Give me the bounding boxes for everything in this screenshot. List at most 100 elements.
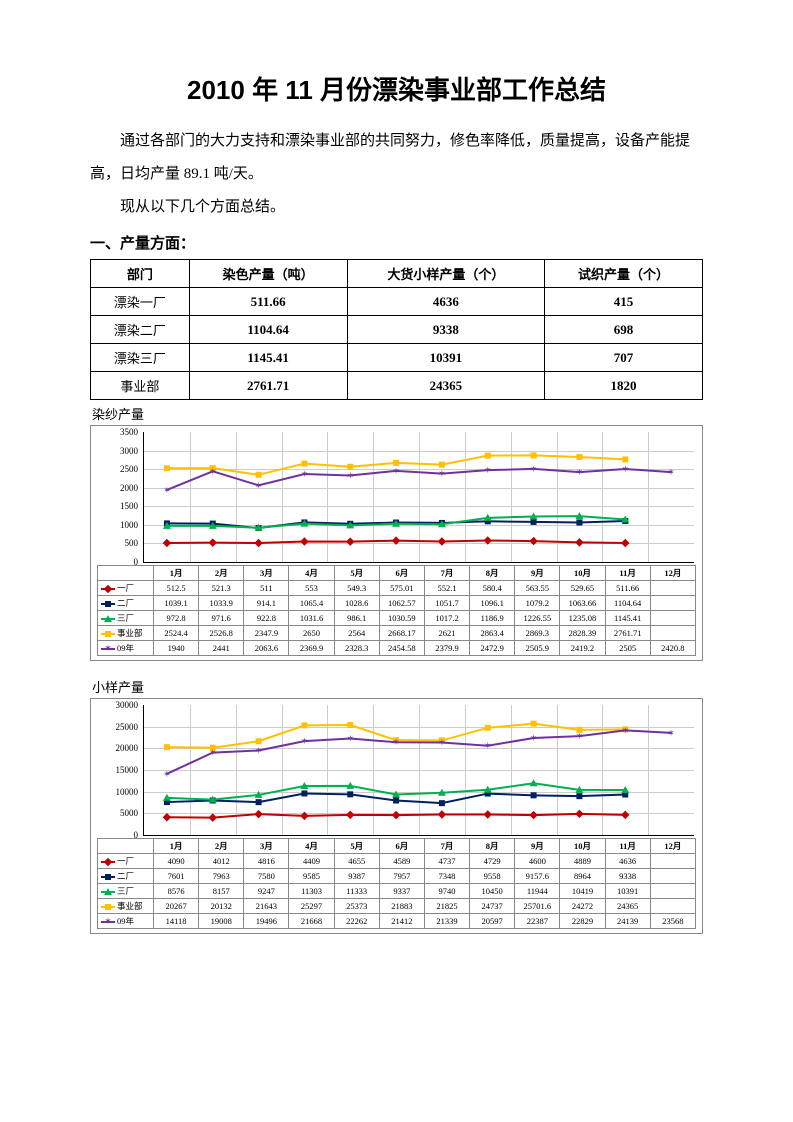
data-cell: 2526.8: [199, 626, 244, 641]
data-cell: 1145.41: [605, 611, 650, 626]
table-cell: 707: [545, 344, 703, 372]
data-cell: 971.6: [199, 611, 244, 626]
y-axis-label: 3500: [98, 427, 138, 437]
table-row: 漂染一厂511.664636415: [91, 288, 703, 316]
data-cell: 8157: [199, 884, 244, 899]
month-header: 8月: [470, 839, 515, 854]
svg-text:✶: ✶: [301, 736, 309, 746]
legend-cell: 一厂: [98, 854, 154, 869]
data-cell: 19496: [244, 914, 289, 929]
data-cell: 986.1: [334, 611, 379, 626]
month-header: 3月: [244, 839, 289, 854]
table-cell: 24365: [347, 372, 544, 400]
month-header: 5月: [334, 839, 379, 854]
data-cell: 2369.9: [289, 641, 334, 656]
data-cell: 4012: [199, 854, 244, 869]
data-cell: 23568: [650, 914, 695, 929]
svg-text:✶: ✶: [209, 748, 217, 758]
data-cell: 7963: [199, 869, 244, 884]
data-cell: 922.8: [244, 611, 289, 626]
series-row: 事业部2524.42526.82347.9265025642668.172621…: [98, 626, 696, 641]
series-row: 09年1411819008194962166822262214122133920…: [98, 914, 696, 929]
month-header: 1月: [154, 839, 199, 854]
data-cell: 7580: [244, 869, 289, 884]
data-cell: 2650: [289, 626, 334, 641]
y-axis-label: 30000: [98, 700, 138, 710]
svg-text:✶: ✶: [392, 466, 400, 476]
data-cell: 1031.6: [289, 611, 334, 626]
data-cell: 4889: [560, 854, 605, 869]
table-cell: 1145.41: [189, 344, 347, 372]
data-cell: 9247: [244, 884, 289, 899]
data-cell: 1062.57: [379, 596, 424, 611]
data-cell: 1063.66: [560, 596, 605, 611]
data-cell: 1096.1: [470, 596, 515, 611]
legend-cell: 三厂: [98, 884, 154, 899]
data-cell: 2472.9: [470, 641, 515, 656]
series-row: 三厂972.8971.6922.81031.6986.11030.591017.…: [98, 611, 696, 626]
data-cell: [650, 596, 695, 611]
month-header: 11月: [605, 566, 650, 581]
data-cell: 2420.8: [650, 641, 695, 656]
data-cell: 580.4: [470, 581, 515, 596]
table-cell: 漂染三厂: [91, 344, 190, 372]
data-cell: 2621: [424, 626, 469, 641]
month-header: 12月: [650, 839, 695, 854]
data-cell: 511: [244, 581, 289, 596]
table-cell: 9338: [347, 316, 544, 344]
data-cell: 4636: [605, 854, 650, 869]
svg-text:✶: ✶: [621, 725, 629, 735]
month-header: 6月: [379, 566, 424, 581]
data-cell: 11333: [334, 884, 379, 899]
svg-text:✶: ✶: [667, 728, 675, 738]
series-row: 一厂40904012481644094655458947374729460048…: [98, 854, 696, 869]
data-cell: 7348: [424, 869, 469, 884]
data-cell: 1940: [154, 641, 199, 656]
data-cell: 20597: [470, 914, 515, 929]
data-cell: 9558: [470, 869, 515, 884]
data-cell: 1033.9: [199, 596, 244, 611]
legend-cell: 09年: [98, 914, 154, 929]
data-cell: 22829: [560, 914, 605, 929]
data-cell: 2419.2: [560, 641, 605, 656]
data-cell: 1065.4: [289, 596, 334, 611]
data-cell: 2828.39: [560, 626, 605, 641]
data-cell: 9337: [379, 884, 424, 899]
svg-text:✶: ✶: [484, 465, 492, 475]
data-cell: 511.66: [605, 581, 650, 596]
document-page: 2010 年 11 月份漂染事业部工作总结 通过各部门的大力支持和漂染事业部的共…: [0, 0, 793, 1122]
legend-cell: 09年: [98, 641, 154, 656]
month-header: 9月: [515, 566, 560, 581]
month-header: 10月: [560, 839, 605, 854]
data-cell: [650, 899, 695, 914]
month-header: 8月: [470, 566, 515, 581]
data-cell: 2347.9: [244, 626, 289, 641]
data-cell: 4816: [244, 854, 289, 869]
data-cell: 1039.1: [154, 596, 199, 611]
svg-text:✶: ✶: [255, 746, 263, 756]
data-cell: [650, 611, 695, 626]
data-cell: 4729: [470, 854, 515, 869]
data-cell: 24139: [605, 914, 650, 929]
table-row: 事业部2761.71243651820: [91, 372, 703, 400]
svg-text:✶: ✶: [163, 485, 171, 495]
data-cell: 7957: [379, 869, 424, 884]
data-cell: 24272: [560, 899, 605, 914]
page-title: 2010 年 11 月份漂染事业部工作总结: [90, 70, 703, 107]
data-cell: 521.3: [199, 581, 244, 596]
data-cell: 10391: [605, 884, 650, 899]
month-header: 2月: [199, 839, 244, 854]
data-cell: 529.65: [560, 581, 605, 596]
table-cell: 511.66: [189, 288, 347, 316]
data-cell: 1051.7: [424, 596, 469, 611]
y-axis-label: 15000: [98, 765, 138, 775]
table-cell: 漂染一厂: [91, 288, 190, 316]
data-cell: 25701.6: [515, 899, 560, 914]
data-cell: 10419: [560, 884, 605, 899]
data-cell: 25297: [289, 899, 334, 914]
y-axis-label: 1500: [98, 501, 138, 511]
table-cell: 事业部: [91, 372, 190, 400]
data-cell: 20132: [199, 899, 244, 914]
table-cell: 1820: [545, 372, 703, 400]
data-cell: 21883: [379, 899, 424, 914]
